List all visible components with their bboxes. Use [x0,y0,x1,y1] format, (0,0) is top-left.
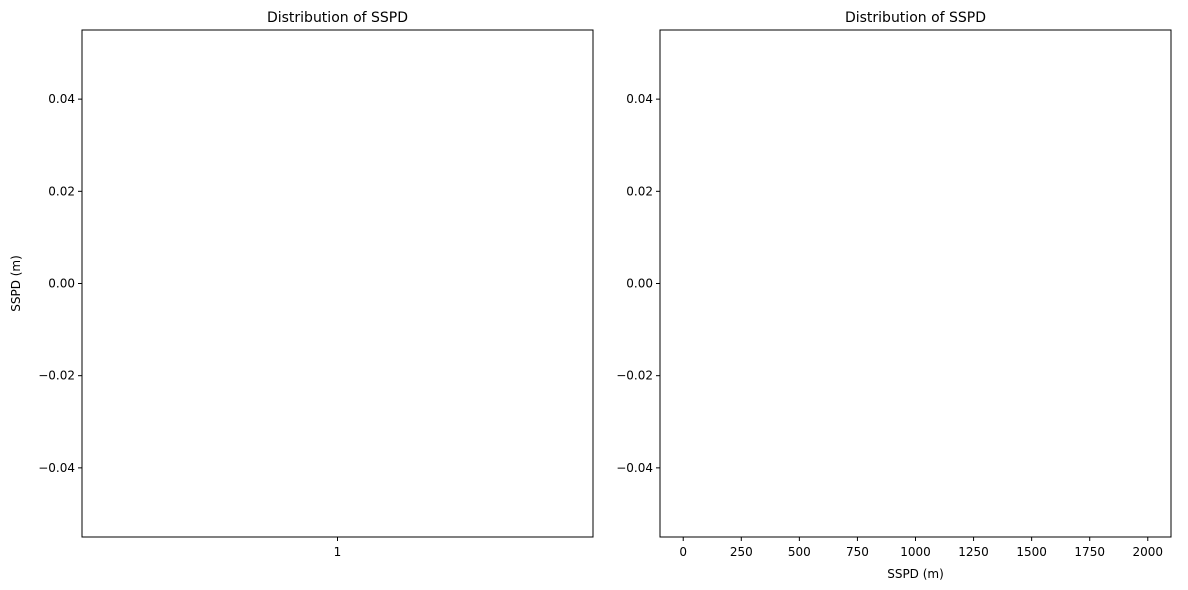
left-axes: Distribution of SSPD SSPD (m) 0.040.020.… [9,10,594,559]
right-x-tick-label: 750 [846,545,869,559]
right-x-axis-label: SSPD (m) [887,567,944,581]
right-x-tick-label: 500 [788,545,811,559]
right-x-tick-label: 1250 [958,545,989,559]
right-y-tick-label: 0.04 [626,92,653,106]
right-x-tick-label: 250 [730,545,753,559]
left-y-tick-label: 0.04 [48,92,75,106]
right-x-tick-label: 0 [679,545,687,559]
left-y-axis-label: SSPD (m) [9,255,23,312]
right-y-tick-label: −0.04 [616,461,653,475]
left-y-tick-label: 0.00 [48,277,75,291]
right-plot-frame [659,29,1172,538]
left-y-tick-label: 0.02 [48,184,75,198]
right-tick-group: 0.04 0.02 0.00 −0.02 −0.04 0 250 500 750 1000 1250… [616,92,1163,559]
right-y-tick-label: 0.00 [626,277,653,291]
left-y-tick-label: −0.04 [38,461,75,475]
right-chart-title: Distribution of SSPD [845,10,986,26]
right-x-tick-label: 1000 [900,545,931,559]
left-y-tick-label: −0.02 [38,369,75,383]
right-x-tick-label: 2000 [1132,545,1163,559]
left-x-tick-label: 1 [334,545,342,559]
left-chart-title: Distribution of SSPD [267,10,408,26]
left-tick-group: 0.04 0.02 0.00 −0.02 −0.04 1 [38,92,341,559]
right-y-tick-label: 0.02 [626,184,653,198]
right-x-tick-label: 1750 [1074,545,1105,559]
right-y-tick-label: −0.02 [616,369,653,383]
right-axes: Distribution of SSPD SSPD (m) 0.040.020.… [616,10,1172,581]
left-plot-frame [81,29,594,538]
right-x-tick-label: 1500 [1016,545,1047,559]
